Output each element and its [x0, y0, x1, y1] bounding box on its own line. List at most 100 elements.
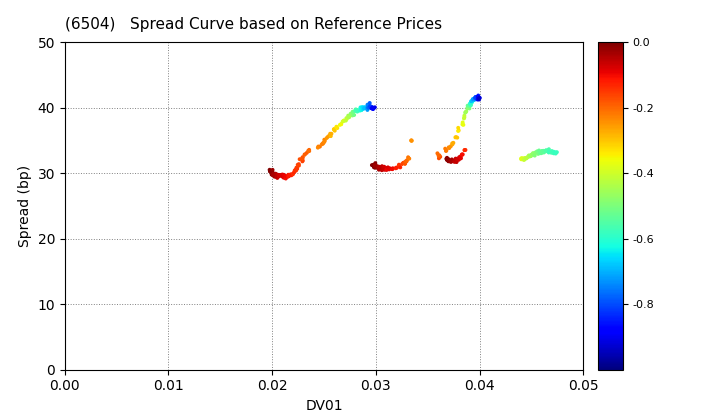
Point [266, 169, 277, 176]
Point [393, 162, 405, 169]
Point [354, 107, 366, 114]
Point [539, 149, 550, 156]
Point [359, 104, 370, 110]
Point [271, 175, 283, 181]
Point [268, 170, 279, 177]
Point [537, 149, 549, 156]
Point [400, 160, 411, 167]
Point [351, 108, 363, 115]
Point [374, 163, 385, 170]
Point [516, 155, 527, 162]
Point [390, 164, 402, 171]
Point [444, 145, 455, 152]
Point [464, 102, 475, 109]
Point [336, 121, 347, 128]
Point [356, 104, 368, 110]
Point [405, 137, 417, 144]
Point [343, 112, 354, 119]
Point [444, 158, 456, 164]
Point [446, 158, 457, 165]
Point [441, 155, 452, 162]
Point [274, 173, 285, 180]
Point [369, 163, 381, 169]
Point [467, 97, 479, 104]
Point [464, 101, 476, 108]
Point [351, 107, 363, 113]
Point [543, 149, 554, 156]
Point [472, 94, 483, 100]
Point [466, 99, 477, 105]
Point [453, 156, 464, 163]
Point [334, 121, 346, 128]
Point [455, 155, 467, 162]
Point [367, 106, 379, 113]
Point [470, 94, 482, 101]
Point [274, 172, 286, 178]
Point [433, 152, 445, 159]
Point [529, 152, 541, 159]
Point [372, 165, 384, 171]
Point [351, 106, 362, 113]
Point [368, 161, 379, 168]
Point [366, 105, 378, 112]
Point [541, 148, 552, 155]
Point [318, 140, 329, 147]
Point [369, 164, 381, 171]
Point [445, 143, 456, 150]
Point [517, 155, 528, 162]
Point [282, 171, 294, 178]
Point [531, 149, 542, 156]
Point [369, 163, 381, 170]
Point [372, 163, 383, 170]
Point [458, 115, 469, 122]
Point [540, 147, 552, 154]
Point [374, 165, 385, 172]
Point [278, 171, 289, 178]
Point [272, 171, 284, 178]
Point [271, 173, 283, 179]
Point [443, 158, 454, 165]
Point [465, 102, 477, 108]
Point [299, 151, 310, 158]
Point [464, 105, 475, 112]
Point [521, 154, 533, 161]
Point [297, 157, 309, 164]
Point [467, 97, 478, 104]
Point [541, 148, 553, 155]
Point [361, 105, 373, 111]
Point [270, 172, 282, 178]
Point [538, 147, 549, 154]
Point [523, 152, 534, 159]
Point [345, 110, 356, 117]
Point [448, 139, 459, 146]
Point [399, 160, 410, 167]
Point [343, 113, 355, 120]
Point [376, 167, 387, 173]
Point [454, 154, 465, 160]
Point [279, 173, 291, 180]
Point [330, 124, 342, 131]
Point [393, 161, 405, 168]
Point [346, 112, 358, 119]
Point [456, 151, 467, 158]
Point [297, 155, 308, 162]
Point [391, 164, 402, 171]
Point [549, 149, 561, 156]
Point [472, 93, 484, 100]
Point [441, 147, 452, 154]
Point [473, 96, 485, 103]
Point [433, 154, 445, 160]
Point [266, 170, 277, 176]
Point [297, 154, 308, 160]
Point [364, 104, 376, 110]
Point [280, 173, 292, 179]
Point [402, 154, 414, 160]
Point [534, 147, 545, 154]
Point [276, 173, 288, 180]
Point [465, 100, 477, 107]
Point [364, 103, 376, 110]
Point [434, 153, 446, 160]
X-axis label: DV01: DV01 [305, 399, 343, 413]
Point [536, 149, 547, 156]
Point [280, 175, 292, 181]
